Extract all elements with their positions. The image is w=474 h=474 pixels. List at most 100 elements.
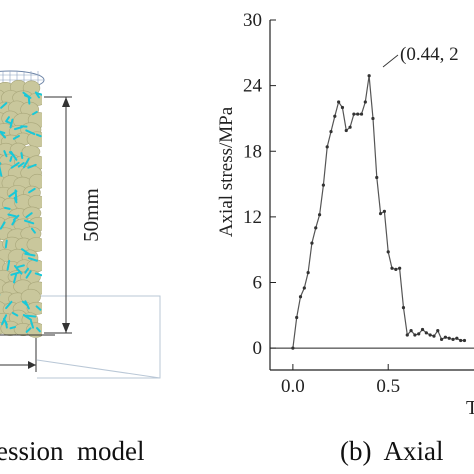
bond — [13, 265, 23, 275]
data-point — [367, 74, 371, 78]
y-tick-label: 12 — [243, 207, 262, 228]
data-point — [378, 211, 383, 216]
data-point — [359, 112, 364, 116]
particle — [25, 322, 42, 338]
bond — [30, 227, 36, 234]
bond — [25, 129, 36, 136]
bond — [35, 133, 42, 138]
bond — [9, 156, 13, 162]
bond — [17, 162, 25, 168]
data-point — [409, 329, 413, 333]
bond — [25, 314, 37, 318]
bond — [0, 221, 6, 230]
bond — [21, 300, 28, 306]
particle — [26, 301, 42, 315]
specimen-model: 50mm — [0, 70, 161, 379]
bond — [24, 267, 29, 274]
data-point — [413, 333, 417, 337]
data-point — [417, 332, 421, 336]
data-point — [432, 334, 436, 338]
bond — [13, 273, 18, 284]
bond — [35, 305, 42, 311]
data-point — [363, 100, 367, 104]
bond — [3, 206, 11, 210]
bond — [0, 102, 8, 109]
data-point — [443, 335, 448, 339]
peak-annotation: (0.44, 2 — [400, 44, 459, 65]
bond — [35, 327, 41, 333]
data-point — [352, 112, 356, 116]
bond — [27, 96, 31, 105]
bond — [23, 219, 35, 225]
bond — [25, 270, 32, 279]
data-point — [390, 266, 394, 270]
y-axis-label: Axial stress/MPa — [216, 106, 237, 237]
bond — [1, 314, 8, 326]
bond — [0, 165, 3, 177]
y-tick-label: 0 — [253, 338, 263, 359]
bond — [5, 116, 10, 123]
data-point — [424, 331, 428, 335]
height-dimension-label: 50mm — [79, 188, 103, 242]
bond — [7, 213, 17, 218]
data-point — [310, 241, 314, 245]
bond — [34, 272, 42, 277]
data-point — [356, 112, 360, 116]
data-point — [401, 306, 406, 310]
bond — [9, 326, 17, 330]
data-point — [321, 183, 325, 187]
right-caption: (b) Axial — [340, 436, 444, 466]
bond — [27, 163, 37, 169]
bond — [11, 311, 19, 317]
left-caption: ession model — [0, 436, 145, 466]
data-point — [462, 338, 467, 343]
bond — [4, 321, 8, 329]
y-tick-label: 24 — [243, 76, 263, 97]
bond — [9, 118, 14, 129]
data-point — [447, 336, 451, 340]
bond — [10, 271, 21, 276]
annotation-leader — [382, 54, 399, 68]
data-point — [375, 175, 379, 180]
x-tick-label: 0.5 — [376, 376, 400, 397]
bond — [17, 264, 25, 268]
data-point — [329, 129, 333, 134]
data-point — [420, 327, 425, 332]
bond — [11, 219, 16, 226]
bond — [5, 300, 13, 310]
bond — [29, 319, 35, 329]
data-point — [382, 209, 386, 214]
y-tick-label: 30 — [243, 10, 262, 31]
data-point — [405, 333, 409, 337]
particle — [26, 237, 42, 253]
bond — [12, 134, 20, 140]
width-dimension-arrowhead — [28, 361, 36, 369]
data-point — [302, 286, 306, 290]
bond — [12, 214, 20, 221]
series-line — [292, 75, 465, 349]
data-point — [398, 266, 402, 270]
y-tick-label: 18 — [243, 141, 262, 162]
x-tick-label: 0.0 — [281, 376, 305, 397]
data-point — [337, 100, 341, 104]
bond — [32, 110, 38, 116]
data-point — [317, 213, 322, 217]
data-point — [344, 128, 348, 133]
chart-axes: 0 6 12 18 24 30 0.0 0.5 — [243, 10, 474, 397]
data-point — [371, 116, 375, 121]
data-point — [455, 336, 459, 340]
bond — [10, 161, 20, 169]
stress-strain-chart: Axial stress/MPa 0 6 12 18 24 30 0.0 0.5 (0.44,… — [216, 10, 474, 419]
data-point — [459, 338, 463, 343]
model-box-outline — [37, 295, 161, 379]
bond — [24, 252, 36, 257]
data-point — [333, 114, 337, 118]
bond — [28, 187, 36, 194]
data-point — [298, 295, 303, 299]
data-point — [348, 125, 352, 129]
bond — [22, 314, 32, 321]
bond — [25, 212, 33, 219]
bond — [14, 189, 18, 202]
height-arrow-bottom — [62, 323, 70, 333]
